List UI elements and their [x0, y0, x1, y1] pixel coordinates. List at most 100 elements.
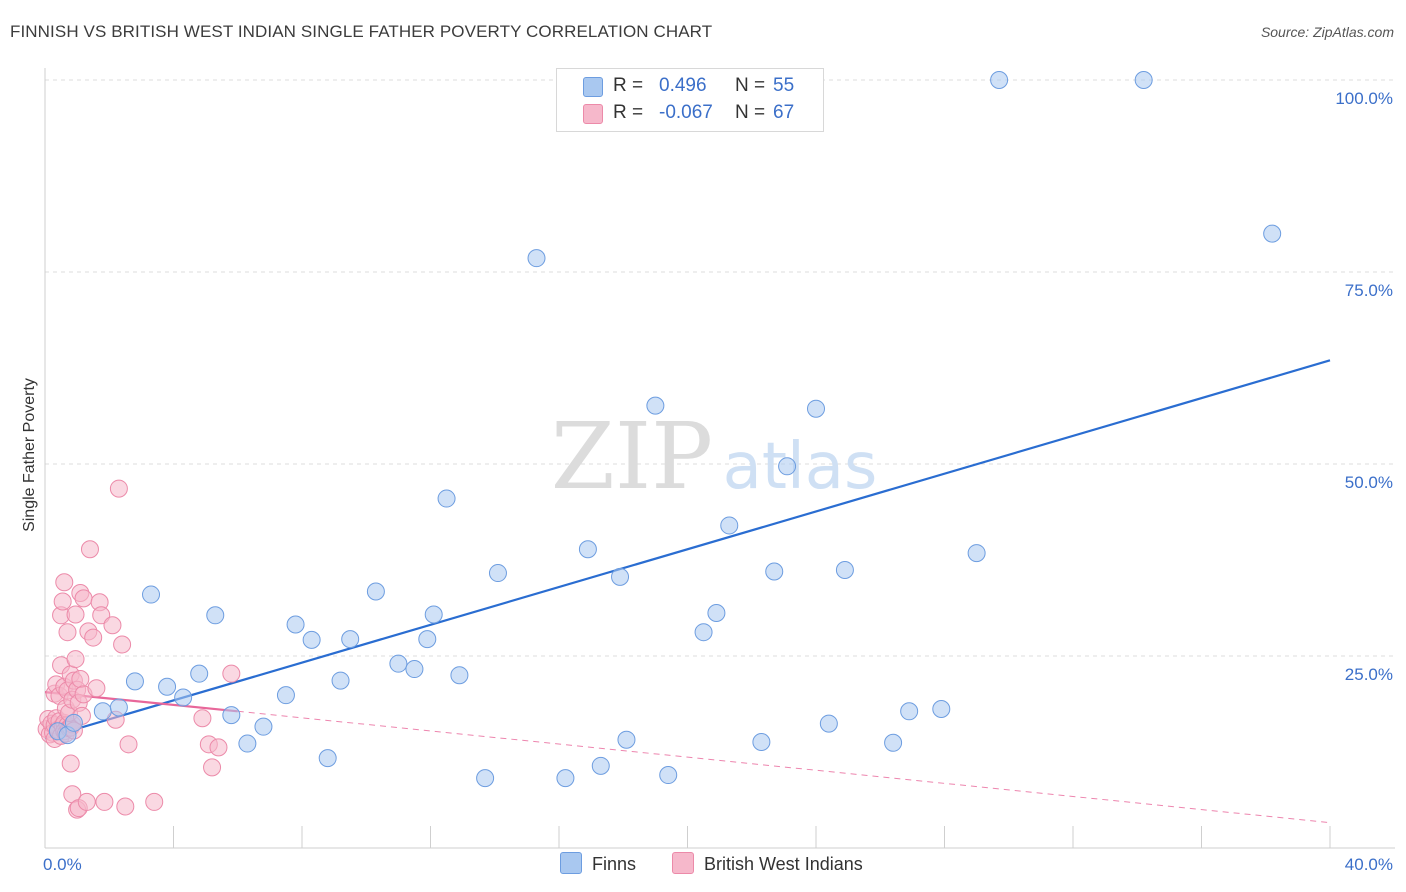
finns-point-2: [64, 713, 83, 732]
finns-point-40: [720, 516, 739, 535]
finns-point-5: [125, 672, 144, 691]
x-tick-label-max: 40.0%: [1345, 855, 1393, 874]
bwi-point-66: [209, 738, 228, 757]
finns-point-52: [990, 71, 1009, 89]
bwi-point-40: [58, 623, 77, 642]
watermark-zip: ZIP: [551, 403, 713, 510]
points-british-west-indians: [37, 479, 241, 819]
bwi-point-60: [116, 797, 135, 816]
finns-point-19: [341, 630, 360, 649]
y-tick-label-75: 75.0%: [1345, 281, 1393, 300]
legend-finns-label: Finns: [592, 854, 637, 874]
bwi-swatch: [583, 104, 603, 124]
bwi-r-value: -0.067: [659, 102, 713, 123]
finns-point-4: [109, 698, 128, 717]
finns-point-48: [884, 733, 903, 752]
bwi-point-48: [77, 792, 96, 811]
legend-item-finns[interactable]: Finns: [560, 852, 636, 875]
bwi-n-value: 67: [773, 102, 795, 123]
finns-point-28: [488, 564, 507, 583]
finns-point-15: [286, 615, 305, 634]
legend-finns-swatch: [560, 852, 582, 874]
finns-point-50: [932, 699, 951, 718]
finns-point-25: [437, 489, 456, 508]
finns-swatch: [583, 77, 603, 97]
finns-point-16: [302, 630, 321, 649]
finns-point-42: [752, 733, 771, 752]
y-tick-label-25: 25.0%: [1345, 665, 1393, 684]
finns-point-17: [318, 749, 337, 768]
bwi-point-58: [109, 479, 128, 498]
finns-point-3: [93, 702, 112, 721]
finns-r-label: R =: [613, 75, 644, 96]
bwi-point-55: [95, 792, 114, 811]
finns-point-13: [254, 717, 273, 736]
finns-point-43: [765, 562, 784, 581]
bwi-point-31: [66, 650, 85, 669]
bwi-point-41: [61, 754, 80, 773]
finns-point-24: [424, 605, 443, 624]
finns-point-29: [527, 249, 546, 268]
bwi-point-54: [92, 606, 111, 625]
chart-source: Source: ZipAtlas.com: [1260, 24, 1394, 40]
finns-point-6: [142, 585, 161, 604]
finns-point-22: [405, 660, 424, 679]
tick-labels: 25.0% 50.0% 75.0% 100.0% 0.0% 40.0%: [43, 89, 1393, 874]
y-tick-label-50: 50.0%: [1345, 473, 1393, 492]
legend-bwi-label: British West Indians: [704, 854, 863, 874]
finns-point-21: [389, 654, 408, 673]
finns-point-27: [476, 769, 495, 788]
finns-point-14: [276, 686, 295, 705]
finns-r-value: 0.496: [659, 75, 707, 96]
bwi-point-52: [87, 679, 106, 698]
bwi-point-38: [53, 592, 72, 611]
finns-point-7: [158, 677, 177, 696]
bwi-point-39: [55, 573, 74, 592]
bwi-trend-line-extended: [237, 710, 1331, 824]
finns-point-37: [659, 766, 678, 785]
finns-point-32: [578, 540, 597, 559]
legend-item-bwi[interactable]: British West Indians: [672, 852, 863, 875]
finns-point-35: [617, 730, 636, 749]
finns-point-44: [778, 457, 797, 476]
finns-point-26: [450, 666, 469, 685]
correlation-legend: R = 0.496 N = 55 R = -0.067 N = 67: [556, 68, 824, 132]
bwi-r-label: R =: [613, 102, 644, 123]
finns-point-10: [206, 606, 225, 625]
finns-point-46: [819, 714, 838, 733]
finns-point-23: [418, 630, 437, 649]
x-tick-label-min: 0.0%: [43, 855, 82, 874]
finns-point-36: [646, 396, 665, 415]
finns-point-38: [694, 623, 713, 642]
bwi-point-61: [119, 735, 138, 754]
watermark-atlas: atlas: [723, 430, 878, 504]
finns-point-18: [331, 671, 350, 690]
finns-point-49: [900, 702, 919, 721]
finns-point-11: [222, 706, 241, 725]
axes: [44, 68, 1395, 849]
finns-point-34: [611, 567, 630, 586]
finns-point-20: [366, 582, 385, 601]
finns-point-53: [1134, 71, 1153, 89]
bwi-point-67: [222, 664, 241, 683]
bwi-point-43: [66, 605, 85, 624]
finns-point-47: [835, 560, 854, 579]
bwi-point-47: [74, 589, 93, 608]
finns-point-51: [967, 544, 986, 563]
chart-title: FINNISH VS BRITISH WEST INDIAN SINGLE FA…: [10, 22, 713, 41]
bwi-point-51: [84, 628, 103, 647]
finns-point-8: [174, 688, 193, 707]
finns-n-label: N =: [735, 75, 766, 96]
bwi-point-34: [71, 670, 90, 689]
bwi-point-56: [103, 616, 122, 635]
bwi-point-50: [80, 540, 99, 559]
finns-point-39: [707, 603, 726, 622]
finns-point-54: [1263, 224, 1282, 243]
y-tick-label-100: 100.0%: [1335, 89, 1393, 108]
bwi-point-59: [113, 635, 132, 654]
finns-point-9: [190, 664, 209, 683]
finns-point-33: [591, 756, 610, 775]
legend-bwi-swatch: [672, 852, 694, 874]
bwi-point-63: [193, 709, 212, 728]
